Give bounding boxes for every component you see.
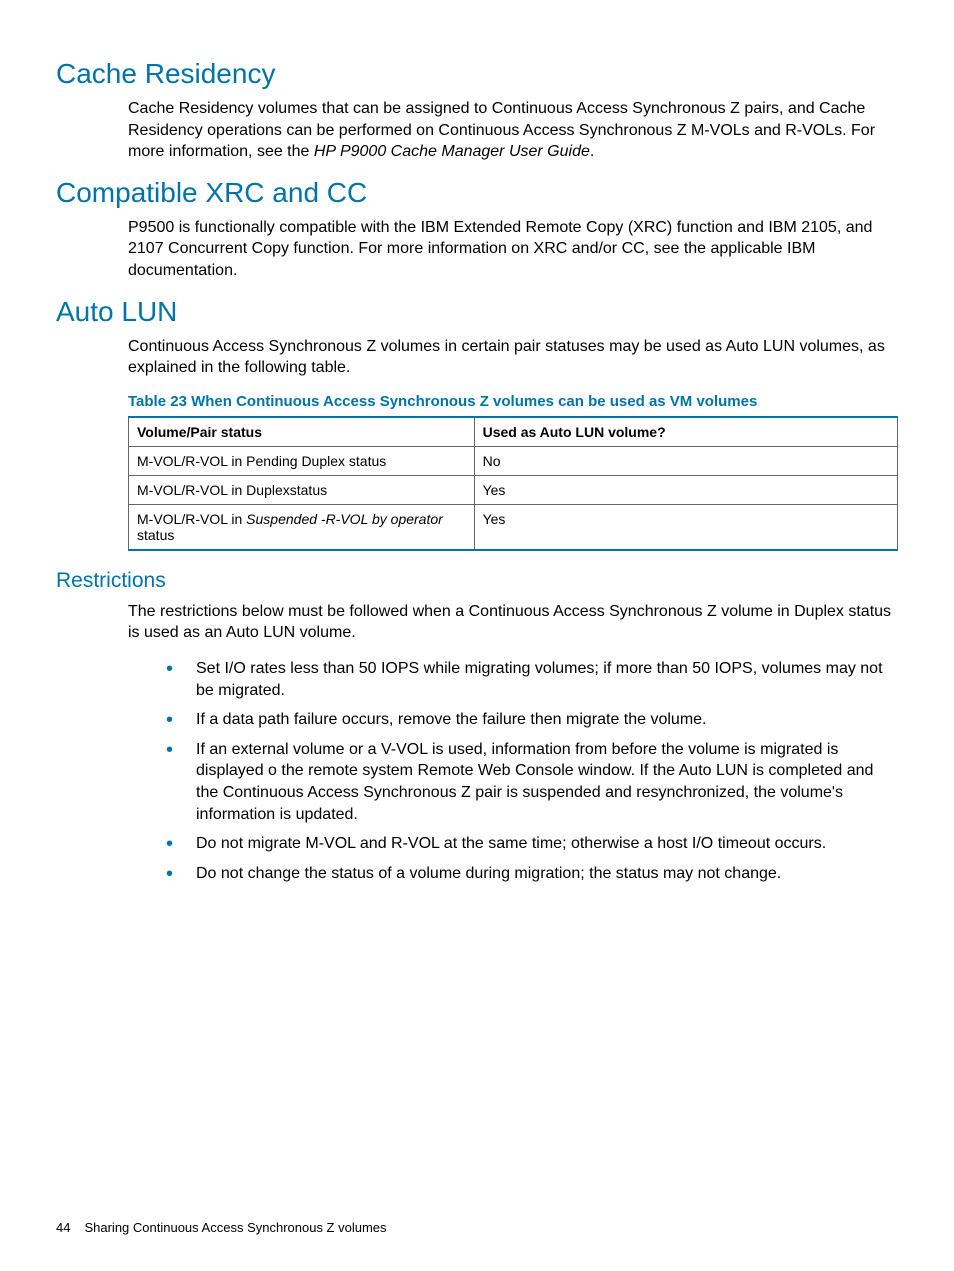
list-item: If a data path failure occurs, remove th… [166, 709, 898, 731]
heading-auto-lun: Auto LUN [56, 296, 898, 328]
paragraph-cache-residency: Cache Residency volumes that can be assi… [128, 98, 898, 163]
list-item: Set I/O rates less than 50 IOPS while mi… [166, 658, 898, 701]
footer-chapter: Sharing Continuous Access Synchronous Z … [84, 1220, 386, 1235]
table-cell-pre: M-VOL/R-VOL in [137, 511, 246, 527]
table-row: M-VOL/R-VOL in Suspended -R-VOL by opera… [129, 504, 898, 550]
table-row: M-VOL/R-VOL in Duplexstatus Yes [129, 475, 898, 504]
table-cell: No [474, 446, 897, 475]
table-header-col1: Used as Auto LUN volume? [474, 417, 897, 447]
paragraph-compatible-xrc: P9500 is functionally compatible with th… [128, 217, 898, 282]
table-cell-post: status [137, 527, 174, 543]
table-cell: Yes [474, 475, 897, 504]
table-cell-italic: Suspended -R-VOL by operator [246, 511, 443, 527]
page-footer: 44 Sharing Continuous Access Synchronous … [56, 1220, 387, 1235]
list-item: If an external volume or a V-VOL is used… [166, 739, 898, 825]
table-header-col0: Volume/Pair status [129, 417, 475, 447]
table-cell: M-VOL/R-VOL in Suspended -R-VOL by opera… [129, 504, 475, 550]
table-cell: M-VOL/R-VOL in Pending Duplex status [129, 446, 475, 475]
table-volume-pair-status: Volume/Pair status Used as Auto LUN volu… [128, 416, 898, 551]
paragraph-auto-lun: Continuous Access Synchronous Z volumes … [128, 336, 898, 379]
table-cell: M-VOL/R-VOL in Duplexstatus [129, 475, 475, 504]
table-caption: Table 23 When Continuous Access Synchron… [128, 393, 898, 410]
table-row: M-VOL/R-VOL in Pending Duplex status No [129, 446, 898, 475]
list-item: Do not change the status of a volume dur… [166, 863, 898, 885]
table-cell: Yes [474, 504, 897, 550]
text-cache-post: . [590, 143, 594, 160]
table-header-row: Volume/Pair status Used as Auto LUN volu… [129, 417, 898, 447]
paragraph-restrictions: The restrictions below must be followed … [128, 601, 898, 644]
text-cache-italic: HP P9000 Cache Manager User Guide [314, 143, 590, 160]
heading-cache-residency: Cache Residency [56, 58, 898, 90]
heading-restrictions: Restrictions [56, 569, 898, 593]
restrictions-list: Set I/O rates less than 50 IOPS while mi… [166, 658, 898, 884]
list-item: Do not migrate M-VOL and R-VOL at the sa… [166, 833, 898, 855]
heading-compatible-xrc: Compatible XRC and CC [56, 177, 898, 209]
page-number: 44 [56, 1220, 70, 1235]
